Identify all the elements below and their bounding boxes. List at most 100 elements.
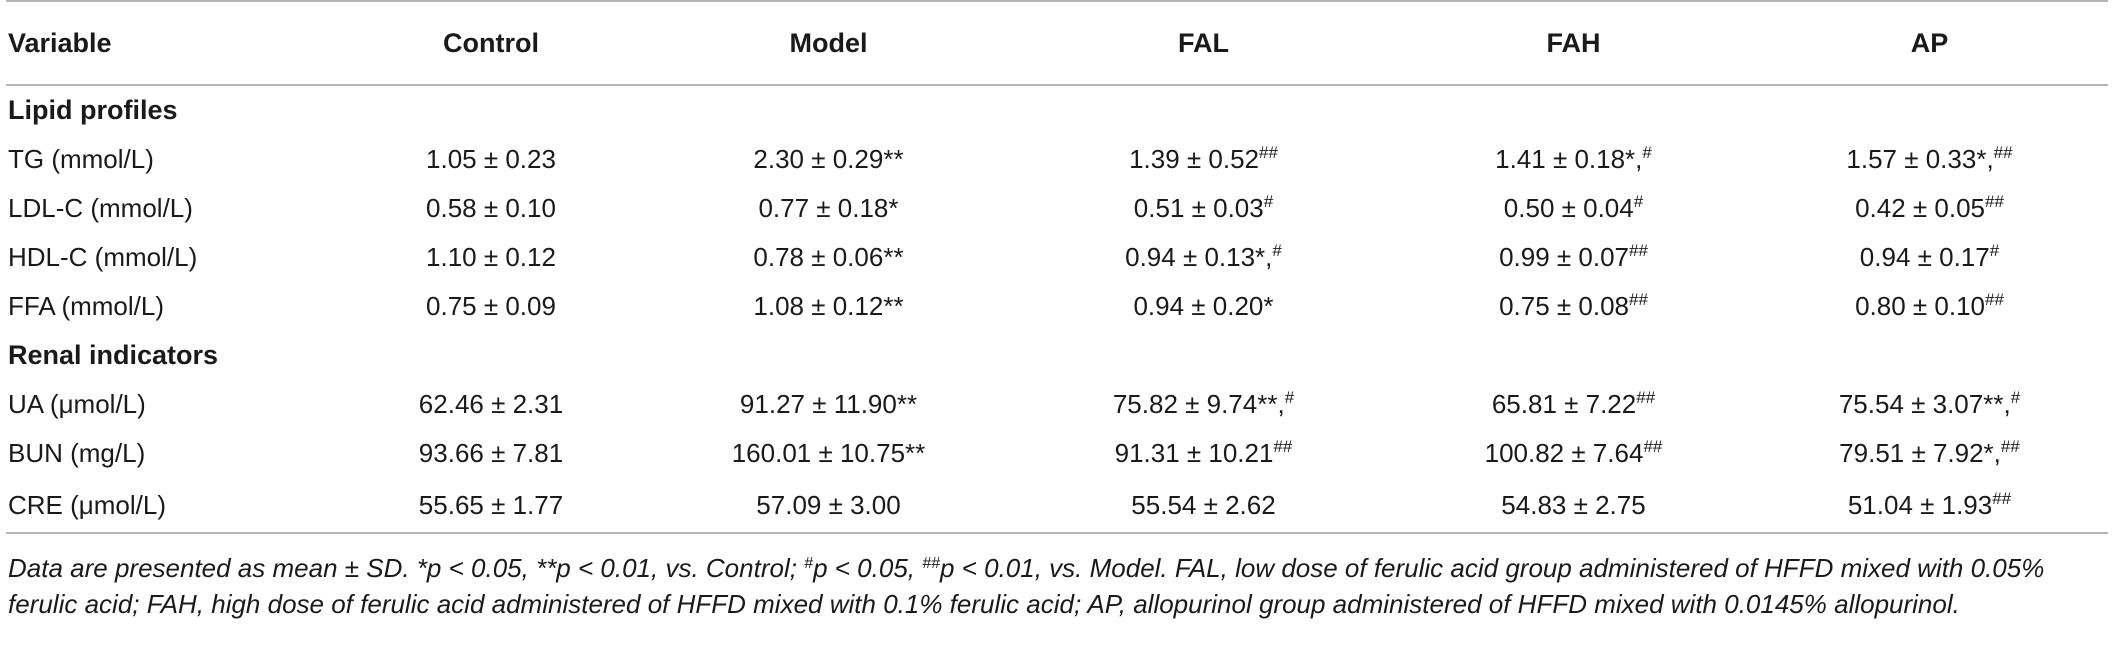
section-row: Lipid profiles [6,85,2108,135]
cell-value: 0.75 ± 0.09 [426,291,556,321]
cell-value: 1.57 ± 0.33*, [1846,144,1994,174]
table-cell: 79.51 ± 7.92*,## [1751,429,2108,478]
cell-superscript: ## [1629,241,1648,260]
table-cell: 100.82 ± 7.64## [1396,429,1751,478]
row-label: UA (μmol/L) [8,389,146,419]
cell-value: 91.31 ± 10.21 [1114,438,1274,468]
cell-superscript: # [1284,388,1295,407]
cell-superscript: ## [1273,437,1293,456]
header-control: Control [336,0,646,86]
cell-value: 0.50 ± 0.04 [1503,193,1634,223]
cell-value: 0.77 ± 0.18* [758,193,899,223]
table-cell: 0.80 ± 0.10## [1751,282,2108,331]
cell-value: 160.01 ± 10.75** [731,438,926,468]
header-row: Variable Control Model FAL FAH AP [6,0,2108,86]
table-cell: 55.65 ± 1.77 [336,478,646,534]
table-cell: 65.81 ± 7.22## [1396,380,1751,429]
cell-value: 65.81 ± 7.22 [1491,389,1637,419]
cell-value: 51.04 ± 1.93 [1847,489,1993,520]
table-cell: 0.75 ± 0.08## [1396,282,1751,331]
table-cell: 54.83 ± 2.75 [1396,478,1751,534]
table-cell: 55.54 ± 2.62 [1011,478,1396,534]
cell-superscript: # [1989,241,2000,260]
footnote-superscript: ## [922,555,941,572]
cell-value: 57.09 ± 3.00 [756,489,901,520]
cell-value: 75.82 ± 9.74**, [1112,389,1285,419]
cell-value: 0.94 ± 0.17 [1859,242,1990,272]
table-cell: 75.82 ± 9.74**,# [1011,380,1396,429]
cell-superscript: ## [1259,143,1278,162]
footnote-text: p < 0.05, [813,553,923,583]
table-cell: 0.94 ± 0.13*,# [1011,233,1396,282]
cell-superscript: ## [1636,388,1656,407]
cell-value: 100.82 ± 7.64 [1484,438,1644,468]
table-cell: 0.58 ± 0.10 [336,184,646,233]
header-model: Model [646,0,1011,86]
cell-superscript: # [1642,143,1652,162]
cell-value: 54.83 ± 2.75 [1501,489,1646,520]
table-cell: 93.66 ± 7.81 [336,429,646,478]
results-table: Variable Control Model FAL FAH AP Lipid … [6,0,2108,534]
table-cell: 1.41 ± 0.18*,# [1396,135,1751,184]
cell-superscript: ## [1985,290,2004,309]
cell-value: 0.94 ± 0.13*, [1125,242,1273,272]
cell-superscript: # [1633,192,1644,211]
table-row: UA (μmol/L) 62.46 ± 2.31 91.27 ± 11.90** 75… [6,380,2108,429]
cell-superscript: ## [1629,290,1648,309]
cell-superscript: ## [1643,437,1663,456]
cell-value: 2.30 ± 0.29** [753,144,904,174]
table-row: HDL-C (mmol/L) 1.10 ± 0.12 0.78 ± 0.06** 0.… [6,233,2108,282]
table-cell: 1.39 ± 0.52## [1011,135,1396,184]
cell-value: 55.54 ± 2.62 [1131,489,1276,520]
table-cell: 0.94 ± 0.20* [1011,282,1396,331]
cell-value: 0.94 ± 0.20* [1133,291,1274,321]
table-cell: 2.30 ± 0.29** [646,135,1011,184]
cell-value: 75.54 ± 3.07**, [1838,389,2011,419]
cell-value: 0.58 ± 0.10 [426,193,556,223]
table-cell: 0.42 ± 0.05## [1751,184,2108,233]
row-label: TG (mmol/L) [8,144,154,174]
cell-value: 79.51 ± 7.92*, [1839,438,2001,468]
section-title: Renal indicators [8,340,219,370]
table-cell: 1.10 ± 0.12 [336,233,646,282]
table-body: Lipid profiles TG (mmol/L) 1.05 ± 0.23 2.30… [6,85,2108,534]
header-fah: FAH [1396,0,1751,86]
header-fal: FAL [1011,0,1396,86]
cell-value: 1.39 ± 0.52 [1129,144,1259,174]
cell-value: 1.05 ± 0.23 [426,144,556,174]
table-cell: 75.54 ± 3.07**,# [1751,380,2108,429]
table-row: TG (mmol/L) 1.05 ± 0.23 2.30 ± 0.29** 1.39 … [6,135,2108,184]
cell-value: 93.66 ± 7.81 [418,438,564,468]
cell-value: 1.41 ± 0.18*, [1495,144,1643,174]
table-cell: 0.78 ± 0.06** [646,233,1011,282]
table-cell: 1.57 ± 0.33*,## [1751,135,2108,184]
cell-value: 62.46 ± 2.31 [418,389,564,419]
table-row: FFA (mmol/L) 0.75 ± 0.09 1.08 ± 0.12** 0.94… [6,282,2108,331]
table-cell: 51.04 ± 1.93## [1751,478,2108,534]
section-title: Lipid profiles [8,95,178,125]
table-cell: 0.99 ± 0.07## [1396,233,1751,282]
cell-superscript: ## [2000,437,2020,456]
cell-superscript: # [1263,192,1274,211]
cell-value: 91.27 ± 11.90** [739,389,918,419]
cell-value: 55.65 ± 1.77 [418,489,564,520]
cell-superscript: ## [1985,192,2004,211]
cell-superscript: # [1272,241,1282,260]
table-container: Variable Control Model FAL FAH AP Lipid … [6,0,2108,622]
header-variable: Variable [6,0,336,86]
footnote-superscript: # [804,555,814,572]
row-label: LDL-C (mmol/L) [8,193,193,223]
row-label: BUN (mg/L) [8,438,146,468]
table-cell: 0.75 ± 0.09 [336,282,646,331]
table-footnote: Data are presented as mean ± SD. *p < 0.… [6,550,2108,622]
cell-superscript: ## [1992,488,2012,508]
table-cell: 1.05 ± 0.23 [336,135,646,184]
cell-value: 0.42 ± 0.05 [1855,193,1985,223]
cell-value: 0.75 ± 0.08 [1499,291,1629,321]
table-cell: 0.51 ± 0.03# [1011,184,1396,233]
cell-value: 0.99 ± 0.07 [1499,242,1629,272]
table-cell: 91.31 ± 10.21## [1011,429,1396,478]
row-label: CRE (μmol/L) [6,478,336,534]
table-cell: 0.77 ± 0.18* [646,184,1011,233]
table-cell: 0.94 ± 0.17# [1751,233,2108,282]
